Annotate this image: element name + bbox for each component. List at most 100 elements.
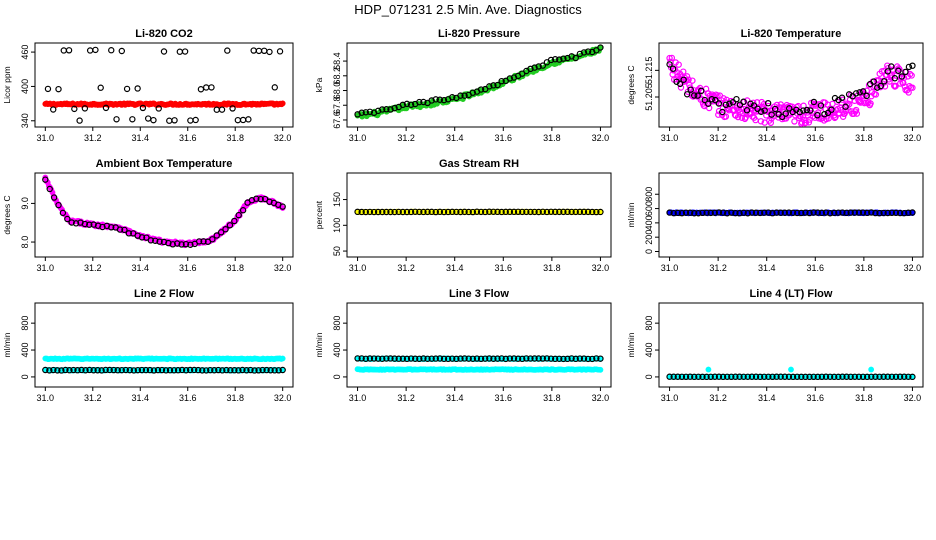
data-point [843,209,850,217]
data-point [682,373,690,380]
data-point [859,88,867,95]
panel-title: Line 2 Flow [134,288,194,300]
data-point [81,105,89,112]
x-tick-label: 31.8 [543,393,561,403]
data-point [831,373,838,381]
data-point [155,105,162,112]
data-point [707,209,714,217]
plot-frame [346,172,612,258]
x-tick-label: 31.8 [543,263,561,273]
data-point [756,373,764,381]
data-point [589,355,596,363]
data-point [399,208,407,216]
x-tick-label: 31.8 [226,263,244,273]
data-point [888,209,896,216]
data-point [728,209,735,216]
data-point [387,208,394,216]
data-point [803,106,811,114]
data-point [728,373,735,380]
data-point [271,84,278,91]
data-point [251,367,258,374]
data-point [50,194,58,201]
x-tick-label: 31.0 [661,263,679,273]
x-tick-label: 32.0 [274,133,292,143]
data-point [733,95,740,103]
data-point [46,367,53,374]
data-point [543,355,551,362]
x-tick-label: 31.0 [349,393,367,403]
data-point [108,47,115,54]
data-point [814,209,821,216]
data-point [901,373,908,380]
data-point [162,367,170,374]
data-point [683,76,690,84]
data-point [593,208,600,216]
x-tick-label: 31.0 [349,133,367,143]
data-point [498,355,505,362]
data-point [560,355,567,363]
data-point [527,355,534,362]
data-point [722,113,730,120]
data-point [744,373,751,380]
data-point [66,367,73,374]
data-point [146,366,154,374]
data-point [362,355,369,362]
plot-frame [34,172,294,258]
series-temp_open_black [666,61,916,121]
y-tick-label: 800 [332,316,342,331]
x-tick-label: 31.0 [661,133,679,143]
x-tick-label: 31.6 [495,263,513,273]
x-tick-label: 31.6 [807,393,825,403]
data-point [420,355,427,362]
y-axis-label: ml/min [626,202,636,227]
data-point [208,84,215,91]
data-point [102,366,109,374]
data-point [366,355,374,362]
data-point [407,355,415,362]
data-point [150,116,157,124]
data-point [835,373,842,381]
data-point [203,367,210,374]
data-point [379,355,386,362]
x-tick-label: 32.0 [904,263,922,273]
data-point [539,62,547,69]
data-point [374,208,382,216]
x-tick-label: 31.2 [397,393,415,403]
data-point [223,366,230,374]
data-point [818,373,826,380]
data-point [395,208,402,216]
data-point [905,373,912,380]
data-point [227,367,234,374]
data-point [839,373,846,380]
data-point [769,373,776,380]
data-point [457,92,464,99]
data-point [514,355,522,362]
data-point [580,355,588,362]
data-point [178,366,186,374]
data-point [805,119,813,126]
data-point [859,209,867,216]
data-point [106,366,113,374]
data-point [793,373,801,380]
data-point [535,208,542,216]
data-point [50,106,57,113]
x-tick-label: 31.4 [758,263,776,273]
plot-frame [34,42,294,128]
data-point [224,47,231,54]
data-point [510,355,518,362]
data-point [391,208,398,216]
data-point [686,209,694,216]
data-point [158,366,166,374]
data-point [868,366,875,373]
data-point [253,195,260,202]
data-point [892,209,900,217]
plot-frame [346,42,612,128]
data-point [465,355,472,362]
data-point [589,208,596,216]
data-point [723,373,731,380]
data-point [436,208,444,216]
data-point [169,241,176,248]
y-tick-label: 8.0 [20,236,30,249]
data-point [279,203,286,210]
data-point [863,209,871,217]
